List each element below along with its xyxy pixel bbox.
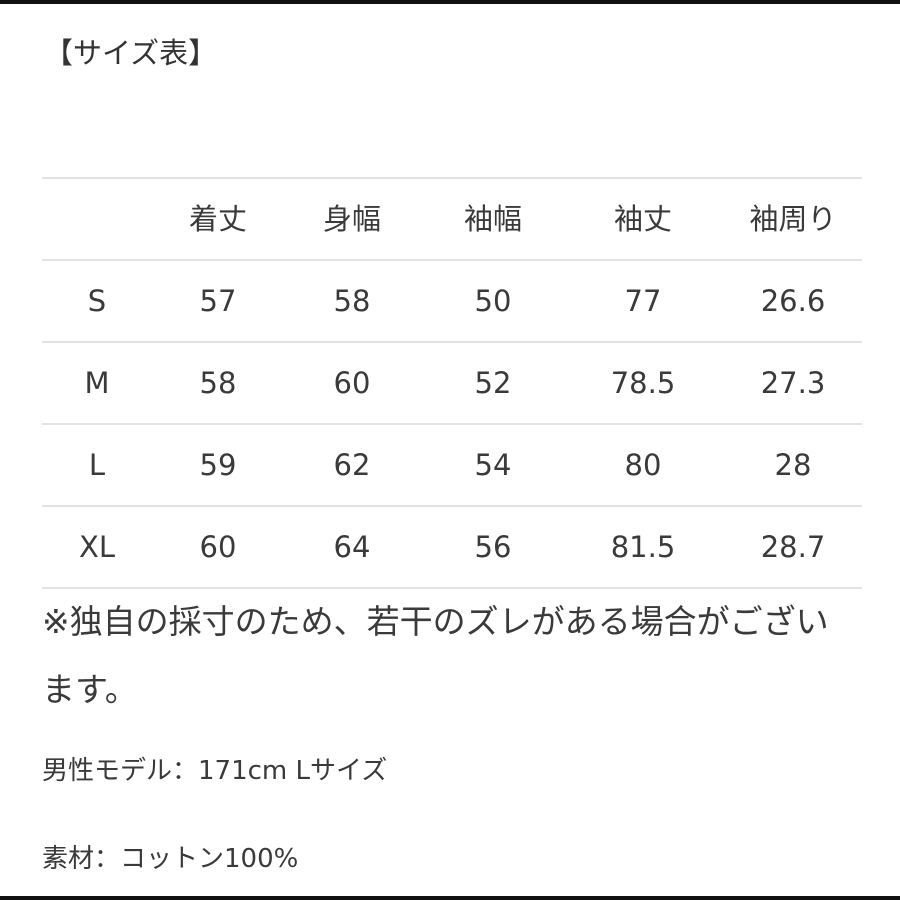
table-row: M 58 60 52 78.5 27.3 (42, 341, 862, 423)
column-header: 袖丈 (613, 202, 673, 236)
cell-value: 81.5 (610, 530, 676, 564)
column-header: 袖周り (749, 202, 837, 236)
bottom-border (0, 896, 900, 900)
cell-value: 28 (774, 448, 812, 482)
size-label: L (88, 448, 106, 482)
note: 男性モデル：171cm Lサイズ (42, 756, 388, 786)
cell-value: 54 (474, 448, 512, 482)
cell-value: 26.6 (760, 284, 826, 318)
column-header: 身幅 (322, 202, 382, 236)
size-label: XL (78, 530, 116, 564)
cell-value: 60 (199, 530, 237, 564)
note: ※独自の採寸のため、若干のズレがある場合がございます。 (42, 602, 829, 709)
cell-value: 60 (333, 366, 371, 400)
column-header: 袖幅 (463, 202, 523, 236)
cell-value: 27.3 (760, 366, 826, 400)
cell-value: 64 (333, 530, 371, 564)
cell-value: 50 (474, 284, 512, 318)
cell-value: 78.5 (610, 366, 676, 400)
cell-value: 62 (333, 448, 371, 482)
table-row: XL 60 64 56 81.5 28.7 (42, 505, 862, 589)
size-label: S (87, 284, 107, 318)
cell-value: 80 (624, 448, 662, 482)
cell-value: 57 (199, 284, 237, 318)
table-row: L 59 62 54 80 28 (42, 423, 862, 505)
size-table: 着丈 身幅 袖幅 袖丈 袖周り S 57 58 50 77 26.6 M 58 60 52 78.5 27.3 L… (42, 177, 862, 589)
size-label: M (84, 366, 110, 400)
cell-value: 58 (199, 366, 237, 400)
title: 【サイズ表】 (44, 36, 218, 70)
note: 素材：コットン100% (42, 844, 299, 874)
cell-value: 52 (474, 366, 512, 400)
column-header: 着丈 (188, 202, 248, 236)
cell-value: 59 (199, 448, 237, 482)
cell-value: 28.7 (760, 530, 826, 564)
cell-value: 77 (624, 284, 662, 318)
top-border (0, 0, 900, 4)
table-row: S 57 58 50 77 26.6 (42, 259, 862, 341)
cell-value: 58 (333, 284, 371, 318)
header-row: 着丈 身幅 袖幅 袖丈 袖周り (42, 177, 862, 259)
cell-value: 56 (474, 530, 512, 564)
